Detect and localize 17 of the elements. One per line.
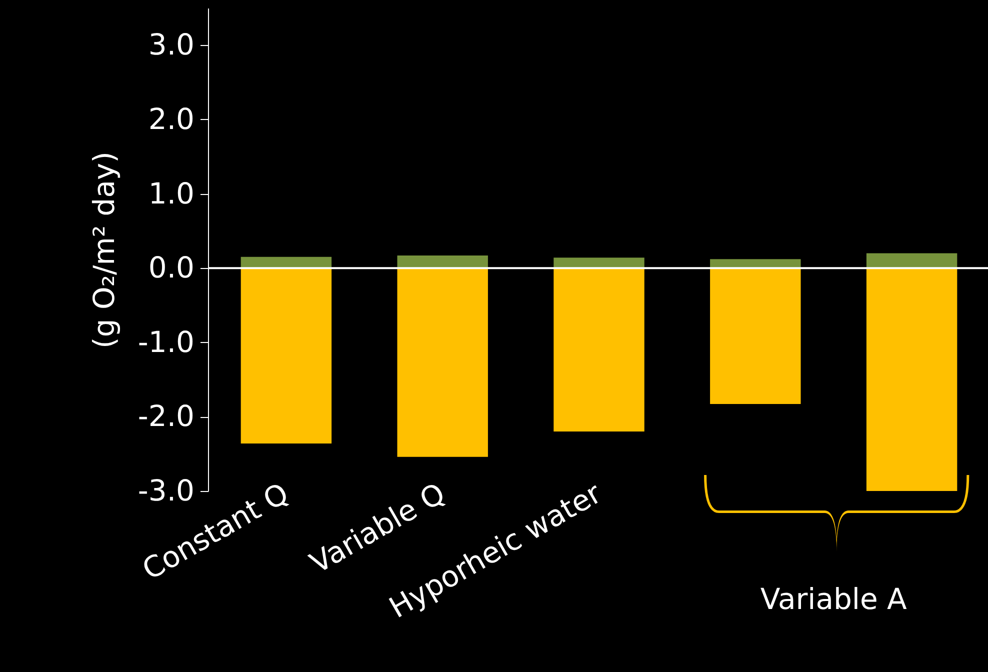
y-tick-label: 2.0 [148, 102, 194, 136]
bar [554, 268, 644, 432]
y-tick-label: -1.0 [138, 324, 194, 359]
y-tick-label: 1.0 [148, 176, 194, 210]
y-tick-label: -2.0 [138, 399, 194, 434]
bar [397, 255, 488, 268]
bar [240, 268, 332, 444]
y-tick-label: 0.0 [148, 250, 194, 285]
bar [240, 256, 332, 268]
y-axis-title: (g O₂/m² day) [86, 152, 121, 348]
y-tick-label: -3.0 [138, 474, 194, 508]
bar [554, 258, 644, 268]
bar [866, 253, 958, 268]
bar [397, 268, 488, 457]
text: Variable A [760, 582, 907, 616]
y-tick-label: 3.0 [148, 28, 194, 62]
bar [710, 268, 801, 404]
